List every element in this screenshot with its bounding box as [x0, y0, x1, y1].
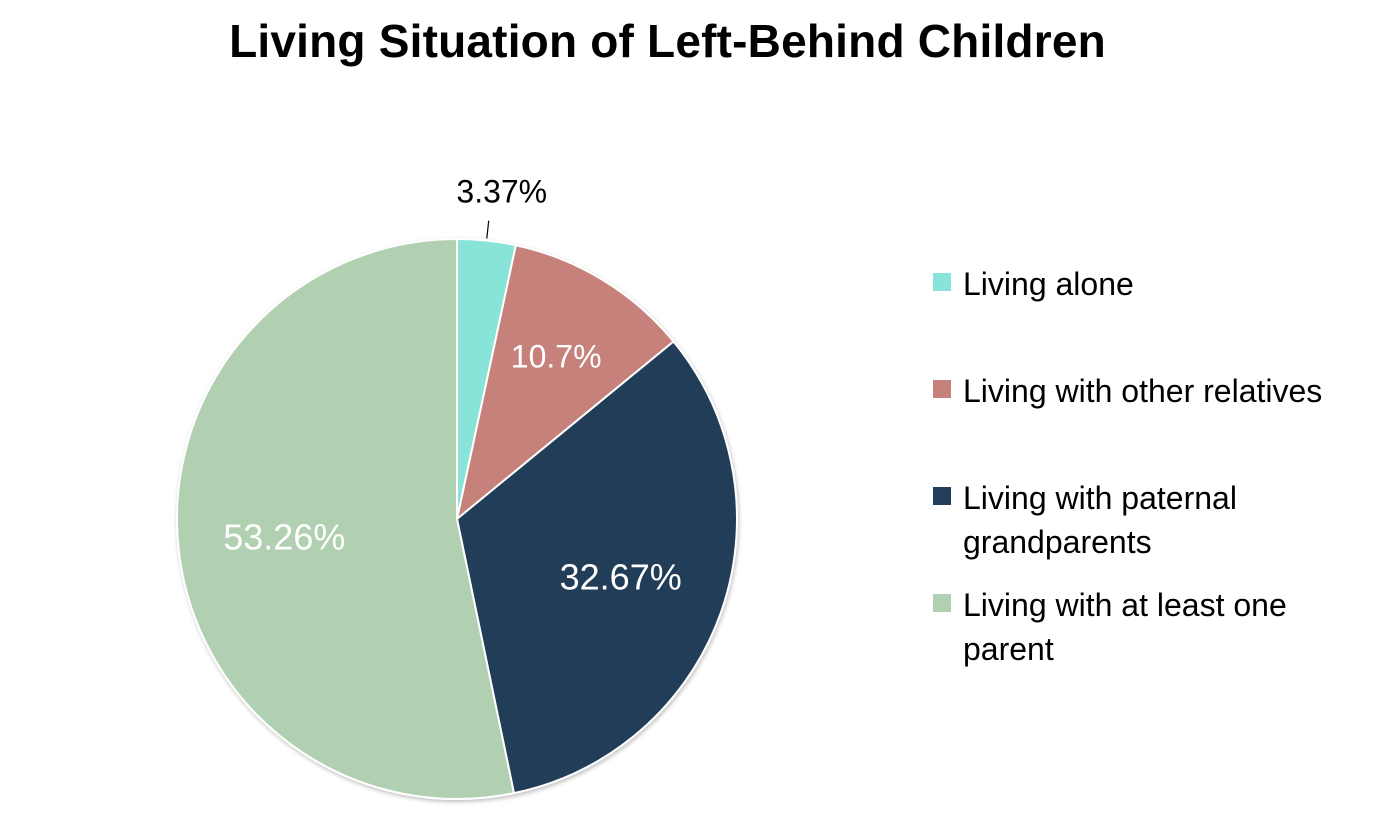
- legend-swatch: [933, 594, 951, 612]
- chart-title: Living Situation of Left-Behind Children: [229, 15, 1106, 67]
- label-leader-line: [486, 220, 490, 239]
- pie-slice-living-with-at-least-one-parent: [176, 237, 516, 800]
- pie-slice-living-with-other-relatives: [455, 244, 675, 522]
- data-label-living-with-other-relatives: 10.7%: [511, 339, 602, 375]
- legend-swatch: [933, 273, 951, 291]
- data-label-living-with-paternal-grandparents: 32.67%: [560, 556, 682, 597]
- legend-item-at-least-one-parent: Living with at least one parent: [933, 583, 1323, 671]
- data-label-living-alone: 3.37%: [456, 174, 547, 210]
- legend-swatch: [933, 380, 951, 398]
- data-label-living-with-at-least-one-parent: 53.26%: [223, 516, 345, 557]
- legend-swatch: [933, 487, 951, 505]
- legend-label: Living with at least one parent: [963, 587, 1287, 667]
- pie-slice-living-with-paternal-grandparents: [455, 340, 738, 795]
- legend-item-paternal-grandparents: Living with paternal grandparents: [933, 476, 1293, 564]
- legend-label: Living alone: [963, 266, 1134, 302]
- legend-label: Living with other relatives: [963, 373, 1323, 409]
- legend-item-other-relatives: Living with other relatives: [933, 369, 1363, 413]
- pie-slices: [176, 237, 738, 800]
- legend-label: Living with paternal grandparents: [963, 480, 1237, 560]
- legend-item-living-alone: Living alone: [933, 262, 1363, 306]
